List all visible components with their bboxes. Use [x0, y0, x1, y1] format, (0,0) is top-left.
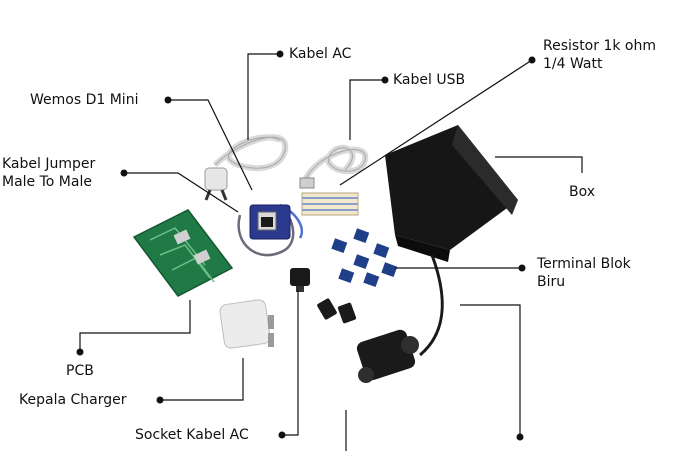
ac-cable-illustration: [204, 134, 289, 201]
usb-cable-illustration: [299, 144, 369, 189]
box-illustration: [385, 125, 518, 262]
leader-charger: [160, 358, 244, 401]
socket-illustration: [290, 268, 310, 292]
dot-resistor: [528, 56, 536, 64]
label-terminal-line2: Biru: [537, 274, 566, 290]
label-pcb: PCB: [66, 363, 94, 379]
leader-socket: [282, 290, 299, 436]
dot-kabel-ac: [276, 50, 284, 58]
label-resistor-line1: Resistor 1k ohm: [543, 38, 656, 54]
leader-lines: [79, 53, 583, 451]
label-jumper-line1: Kabel Jumper: [2, 156, 96, 172]
charger-illustration: [219, 299, 274, 349]
pcb-illustration: [132, 209, 234, 297]
flow-sensor-illustration: [356, 254, 444, 383]
dot-socket: [278, 431, 286, 439]
leader-kabel-ac: [247, 53, 280, 140]
dot-kabel-usb: [381, 76, 389, 84]
label-jumper-line2: Male To Male: [2, 174, 92, 190]
label-resistor-line2: 1/4 Watt: [543, 56, 603, 72]
dot-charger: [156, 396, 164, 404]
leader-box: [495, 156, 583, 173]
label-kabel-ac: Kabel AC: [289, 46, 352, 62]
terminal-block-illustration: [331, 228, 398, 288]
label-kabel-usb: Kabel USB: [393, 72, 466, 88]
leader-flow-sensor: [460, 304, 521, 437]
resistor-illustration: [301, 192, 359, 216]
dot-flow-sensor: [516, 433, 524, 441]
dot-jumper: [120, 169, 128, 177]
leader-pcb: [79, 300, 191, 352]
label-socket-kabel-ac: Socket Kabel AC: [135, 427, 249, 443]
ic-illustration: [317, 298, 357, 324]
label-kepala-charger: Kepala Charger: [19, 392, 127, 408]
dot-terminal: [518, 264, 526, 272]
wemos-illustration: [237, 203, 304, 257]
leader-jumper: [124, 172, 239, 213]
dot-wemos: [164, 96, 172, 104]
label-wemos: Wemos D1 Mini: [30, 92, 139, 108]
label-dots: [76, 50, 536, 441]
leader-resistor: [339, 59, 533, 186]
leader-kabel-usb: [349, 79, 385, 140]
dot-pcb: [76, 348, 84, 356]
leader-wemos: [168, 99, 253, 191]
label-box: Box: [569, 184, 596, 200]
label-terminal-line1: Terminal Blok: [537, 256, 631, 272]
